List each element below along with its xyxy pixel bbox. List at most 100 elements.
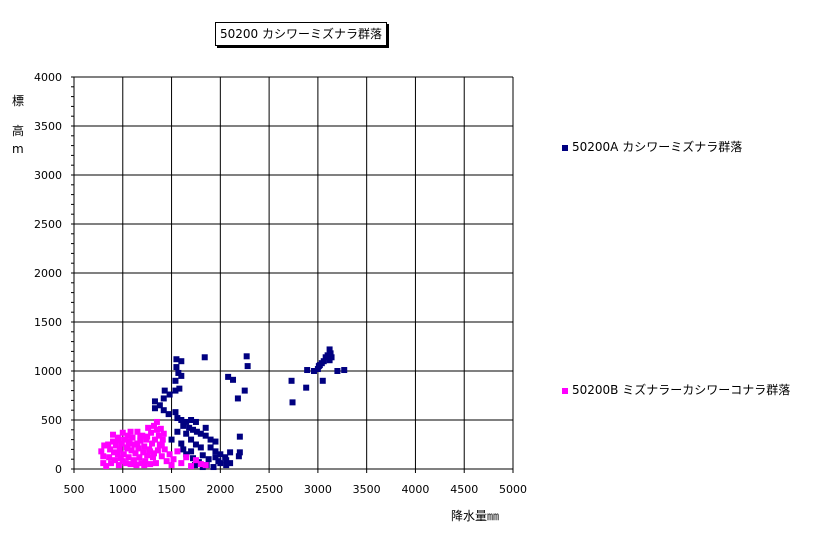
point-series-a	[223, 462, 230, 469]
x-tick-label: 5000	[499, 483, 527, 496]
point-series-b	[124, 432, 131, 439]
point-series-a	[319, 377, 326, 384]
point-series-a	[212, 454, 219, 461]
point-series-b	[174, 448, 181, 455]
point-series-a	[207, 436, 214, 443]
point-series-a	[178, 440, 185, 447]
point-series-b	[144, 452, 151, 459]
point-series-a	[173, 356, 180, 363]
chart-title: 50200 カシワーミズナラ群落	[215, 22, 387, 46]
point-series-b	[118, 440, 125, 447]
point-series-a	[151, 405, 158, 412]
y-tick-label: 3000	[34, 169, 62, 182]
point-series-a	[172, 409, 179, 416]
point-series-a	[315, 363, 322, 370]
point-series-b	[108, 460, 115, 467]
point-series-b	[134, 440, 141, 447]
point-series-a	[310, 368, 317, 374]
point-series-b	[100, 453, 107, 460]
point-series-b	[202, 462, 209, 469]
point-series-a	[193, 428, 200, 435]
grid	[73, 76, 514, 470]
legend-label-a: 50200A カシワーミズナラ群落	[572, 140, 743, 154]
point-series-a	[186, 424, 193, 431]
point-series-b	[192, 457, 199, 464]
point-series-a	[156, 402, 163, 409]
point-series-b	[147, 448, 154, 455]
point-series-a	[188, 436, 195, 443]
point-series-b	[132, 450, 139, 457]
point-series-a	[188, 417, 195, 423]
point-series-a	[183, 418, 190, 425]
point-series-b	[166, 451, 173, 458]
point-series-b	[188, 463, 195, 470]
point-series-b	[107, 446, 114, 453]
point-series-b	[131, 460, 138, 467]
point-series-a	[334, 368, 341, 374]
point-series-a	[230, 376, 237, 383]
y-tick-label: 1000	[34, 365, 62, 378]
point-series-a	[160, 395, 167, 402]
point-series-a	[207, 444, 214, 451]
point-series-b	[144, 433, 151, 440]
point-series-b	[119, 458, 126, 465]
point-series-a	[244, 363, 251, 370]
point-series-a	[174, 428, 181, 435]
point-series-b	[136, 454, 143, 461]
point-series-b	[110, 438, 117, 445]
point-series-b	[125, 440, 132, 447]
point-series-a	[212, 448, 219, 455]
x-tick-label: 4500	[450, 483, 478, 496]
point-series-a	[192, 441, 199, 448]
point-series-a	[234, 395, 241, 402]
point-series-a	[326, 346, 333, 353]
point-series-b	[141, 443, 148, 450]
point-series-b	[106, 454, 113, 461]
point-series-b	[112, 442, 119, 449]
x-tick-label: 2500	[255, 483, 283, 496]
point-series-b	[105, 441, 112, 448]
y-tick-label: 3500	[34, 120, 62, 133]
point-series-b	[159, 436, 166, 443]
point-series-b	[140, 449, 147, 456]
point-series-a	[165, 411, 172, 418]
point-series-b	[150, 422, 157, 429]
point-series-b	[110, 449, 117, 456]
point-series-a	[190, 426, 197, 433]
point-series-b	[150, 454, 157, 461]
point-series-a	[320, 358, 327, 365]
point-series-b	[157, 425, 164, 432]
point-series-a	[197, 430, 204, 437]
point-series-b	[197, 461, 204, 468]
point-series-b	[121, 436, 128, 443]
y-tick-label: 4000	[34, 71, 62, 84]
point-series-b	[137, 433, 144, 440]
legend-label-b: 50200B ミズナラーカシワーコナラ群落	[572, 383, 791, 397]
x-tick-label: 1000	[109, 483, 137, 496]
x-tick-label: 3500	[353, 483, 381, 496]
point-series-a	[223, 457, 230, 464]
point-series-b	[158, 442, 165, 449]
point-series-b	[103, 463, 110, 470]
y-axis-label-char-2: 高	[12, 124, 25, 138]
point-series-b	[145, 424, 152, 431]
y-tick-label: 500	[41, 414, 62, 427]
y-tick-label: 0	[55, 463, 62, 476]
point-series-a	[235, 453, 242, 460]
point-series-a	[205, 456, 212, 463]
point-series-b	[115, 436, 122, 443]
point-series-a	[176, 385, 183, 392]
point-series-a	[166, 391, 173, 398]
point-series-b	[168, 462, 175, 469]
point-series-a	[161, 387, 168, 394]
point-series-b	[129, 434, 136, 441]
point-series-a	[288, 377, 295, 384]
point-series-a	[326, 357, 333, 364]
y-tick-label: 2000	[34, 267, 62, 280]
point-series-a	[236, 433, 243, 440]
x-tick-label: 2000	[206, 483, 234, 496]
point-series-a	[160, 407, 167, 414]
y-axis-label-char-1: 標	[12, 94, 25, 108]
point-series-b	[134, 428, 141, 435]
